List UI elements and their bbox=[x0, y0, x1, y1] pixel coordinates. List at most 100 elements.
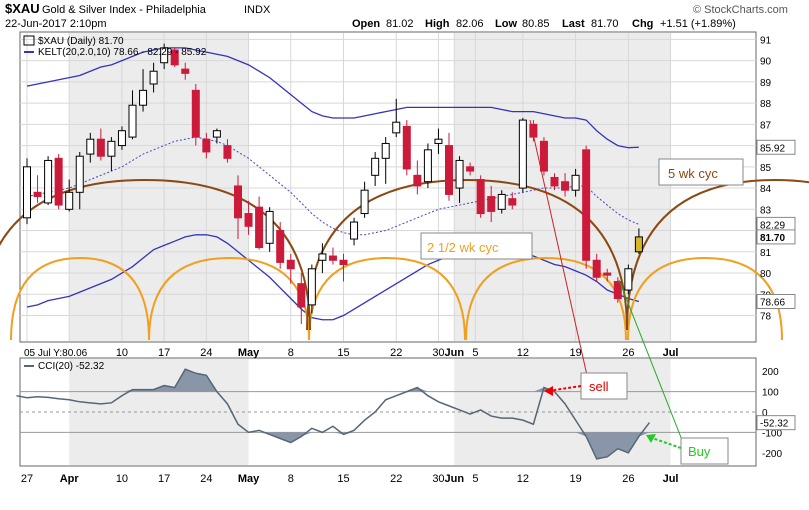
keltner-middle-line bbox=[26, 136, 640, 236]
date-tick-label: 17 bbox=[158, 473, 170, 485]
candle-body bbox=[550, 176, 559, 187]
price-panel: 787980818283848586878889909185.9282.2981… bbox=[0, 31, 809, 343]
candle-body bbox=[434, 138, 443, 144]
date-tick-label-mid: 17 bbox=[158, 347, 170, 359]
candle-body bbox=[350, 221, 359, 240]
date-tick-label-mid: 5 bbox=[472, 347, 478, 359]
price-badge-label: 81.70 bbox=[760, 233, 785, 244]
date-tick-label: 30 bbox=[432, 473, 444, 485]
price-tick-label: 85 bbox=[760, 163, 772, 174]
candle-body bbox=[75, 155, 84, 193]
candle-body bbox=[170, 49, 179, 66]
cycle-5wk-box bbox=[658, 158, 744, 186]
candle-body bbox=[402, 125, 411, 170]
candle-body bbox=[202, 138, 211, 153]
sell-label: sell bbox=[589, 379, 609, 394]
cci-line bbox=[16, 368, 651, 460]
cci-tick-label: 100 bbox=[762, 388, 779, 399]
cci-panel: -200 -100 0 100 200 -52.32 05 Jul Y:80.06 CCI… bbox=[16, 348, 796, 467]
candle-body bbox=[297, 283, 306, 308]
candle-body bbox=[307, 268, 316, 306]
buy-arrow bbox=[651, 437, 682, 449]
price-badge-box bbox=[756, 293, 796, 309]
candle-body bbox=[497, 193, 506, 210]
price-badge-label: 78.66 bbox=[760, 297, 785, 308]
candle-legend-icon bbox=[23, 35, 35, 46]
candle-body bbox=[371, 157, 380, 176]
price-tick-label: 87 bbox=[760, 120, 772, 131]
candle-body bbox=[603, 272, 612, 276]
candle-body bbox=[445, 145, 453, 195]
date-tick-label: Apr bbox=[60, 473, 80, 485]
cci-tick-label: -200 bbox=[762, 449, 782, 460]
kelt-legend-label: KELT(20,2.0,10) 78.66 - 82.29 - 85.92 bbox=[38, 47, 207, 58]
ohlc-readout: Open 81.02 High 82.06 Low 80.85 Last 81.… bbox=[352, 18, 736, 30]
cycle-2-5wk-box bbox=[420, 232, 533, 260]
date-tick-label: 15 bbox=[337, 473, 349, 485]
candle-body bbox=[561, 181, 570, 191]
cci-axis: -200 -100 0 100 200 -52.32 bbox=[756, 367, 796, 460]
buy-box bbox=[680, 437, 729, 465]
annotations: 5 wk cyc 2 1/2 wk cyc sell Buy bbox=[420, 119, 744, 465]
candle-body bbox=[107, 140, 116, 157]
candle-body bbox=[582, 149, 591, 261]
sell-arrowhead bbox=[544, 386, 553, 396]
candle-body bbox=[318, 253, 327, 261]
cci-badge-box bbox=[756, 415, 796, 431]
candle-body bbox=[223, 145, 232, 159]
price-legend-label: $XAU (Daily) 81.70 bbox=[38, 36, 124, 47]
date-axis: 27 Apr 10 17 24 May 8 15 22 30 Jun 5 12 19 26 Jul bbox=[21, 473, 679, 485]
candle-body bbox=[613, 281, 622, 300]
price-badge-box bbox=[756, 229, 796, 245]
date-tick-label: Jun bbox=[444, 473, 464, 485]
candle-body bbox=[44, 159, 53, 204]
candle-body bbox=[392, 121, 401, 134]
cci-tick-label: 0 bbox=[762, 408, 768, 419]
date-tick-label-mid: Jun bbox=[444, 347, 464, 359]
buy-label: Buy bbox=[688, 444, 711, 459]
candle-body bbox=[328, 255, 337, 261]
date-tick-label-mid: 30 bbox=[432, 347, 444, 359]
candle-body bbox=[339, 259, 348, 266]
cci-legend-label: CCI(20) -52.32 bbox=[38, 361, 105, 372]
candle-body bbox=[592, 259, 601, 278]
high-label: High bbox=[425, 18, 450, 30]
cci-badge-label: -52.32 bbox=[760, 419, 789, 430]
date-tick-label: 12 bbox=[517, 473, 529, 485]
candle-body bbox=[508, 198, 517, 206]
cycle-2-5wk-arc-0 bbox=[10, 256, 150, 341]
candle-body bbox=[518, 119, 527, 189]
date-tick-label-mid: Jul bbox=[663, 347, 679, 359]
date-axis-mid: 10 17 24 May 8 15 22 30 Jun 5 12 19 26 Jul bbox=[116, 347, 679, 359]
cycle-2-5wk-label: 2 1/2 wk cyc bbox=[427, 240, 499, 255]
price-tick-label: 81 bbox=[760, 248, 772, 259]
cci-oversold-fill bbox=[16, 432, 650, 459]
open-label: Open bbox=[352, 18, 380, 30]
date-tick-label-mid: 26 bbox=[622, 347, 634, 359]
candle-body bbox=[128, 104, 137, 138]
candle-body bbox=[234, 185, 242, 219]
candle-body bbox=[571, 174, 580, 191]
exchange-label: INDX bbox=[244, 4, 271, 16]
candle-body bbox=[455, 159, 464, 189]
price-tick-label: 89 bbox=[760, 78, 772, 89]
cycle-5wk-arc-0 bbox=[0, 178, 311, 331]
buy-connector-line bbox=[618, 279, 683, 441]
price-badge-label: 82.29 bbox=[760, 220, 785, 231]
candle-body bbox=[255, 206, 264, 249]
candle-body bbox=[539, 140, 548, 172]
month-band-0 bbox=[69, 33, 249, 341]
candle-body bbox=[276, 230, 285, 263]
sell-arrow bbox=[547, 385, 582, 392]
brand-label: © StockCharts.com bbox=[693, 4, 788, 16]
date-tick-label-mid: 19 bbox=[569, 347, 581, 359]
candle-body bbox=[212, 130, 221, 138]
date-tick-label: 10 bbox=[116, 473, 128, 485]
cci-tick-label: 200 bbox=[762, 367, 779, 378]
cursor-readout: 05 Jul Y:80.06 bbox=[24, 348, 88, 359]
cci-series-line bbox=[16, 368, 651, 460]
cycle-5wk-label: 5 wk cyc bbox=[668, 166, 718, 181]
candle-body bbox=[476, 179, 485, 215]
candle-body bbox=[96, 138, 105, 157]
